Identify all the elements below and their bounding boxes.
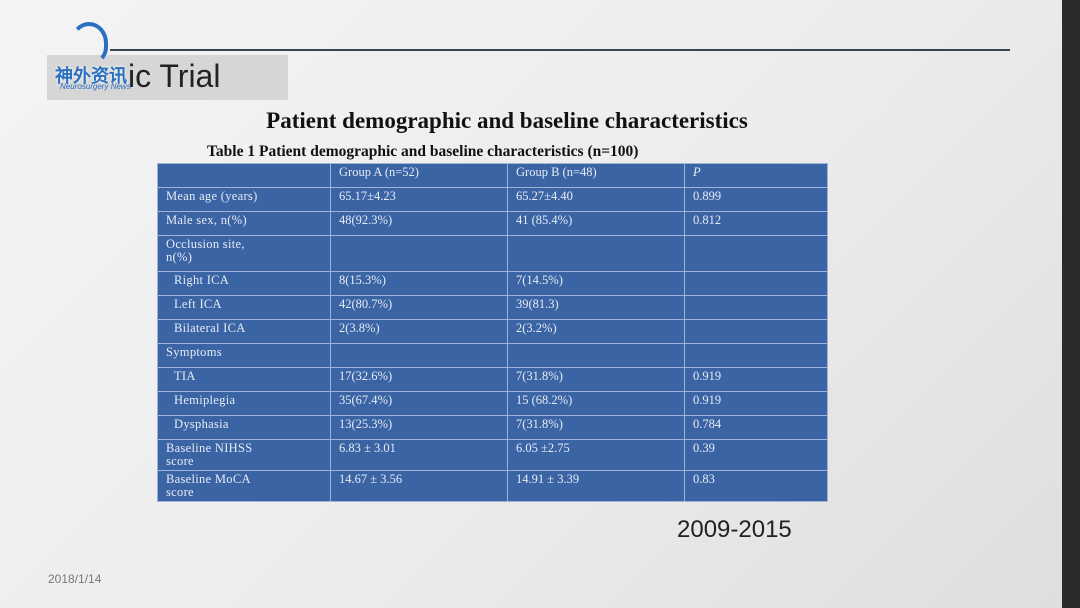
table-cell: [330, 343, 508, 368]
table-cell: 0.812: [684, 211, 828, 236]
table-cell: Male sex, n(%): [157, 211, 331, 236]
table-cell: Hemiplegia: [157, 391, 331, 416]
logo-text: 神外资讯: [55, 66, 127, 87]
top-rule: [110, 49, 1010, 51]
table-cell: Baseline NIHSS score: [157, 439, 331, 471]
table-cell: Mean age (years): [157, 187, 331, 212]
table-row: Baseline NIHSS score 6.83 ± 3.01 6.05 ±2.7…: [157, 439, 828, 471]
table-cell: Dysphasia: [157, 415, 331, 440]
table-cell: Right ICA: [157, 271, 331, 296]
table-cell: 0.919: [684, 391, 828, 416]
table-cell: Occlusion site, n(%): [157, 235, 331, 272]
table: Group A (n=52) Group B (n=48) P Mean age (y…: [157, 163, 828, 502]
table-cell: 14.67 ± 3.56: [330, 470, 508, 502]
table-caption: Table 1 Patient demographic and baseline…: [207, 143, 639, 160]
table-cell: Group B (n=48): [507, 163, 685, 188]
table-cell: Left ICA: [157, 295, 331, 320]
table-cell: 0.83: [684, 470, 828, 502]
table-cell: 41 (85.4%): [507, 211, 685, 236]
table-cell: 39(81.3): [507, 295, 685, 320]
table-cell: 65.17±4.23: [330, 187, 508, 212]
table-cell: [684, 295, 828, 320]
table-cell: 8(15.3%): [330, 271, 508, 296]
table-cell: Group A (n=52): [330, 163, 508, 188]
table-row: Bilateral ICA 2(3.8%) 2(3.2%): [157, 319, 828, 344]
table-cell: [507, 343, 685, 368]
table-row: Male sex, n(%) 48(92.3%) 41 (85.4%) 0.812: [157, 211, 828, 236]
table-cell: 0.919: [684, 367, 828, 392]
table-row: Occlusion site, n(%): [157, 235, 828, 272]
table-cell: 7(31.8%): [507, 367, 685, 392]
table-cell: Baseline MoCA score: [157, 470, 331, 502]
years: 2009-2015: [677, 516, 792, 543]
table-cell: Bilateral ICA: [157, 319, 331, 344]
table-cell: [330, 235, 508, 272]
table-row: Dysphasia 13(25.3%) 7(31.8%) 0.784: [157, 415, 828, 440]
table-cell: [684, 343, 828, 368]
header-row: Group A (n=52) Group B (n=48) P: [157, 163, 828, 188]
table-cell: Symptoms: [157, 343, 331, 368]
table-body: Group A (n=52) Group B (n=48) P Mean age (y…: [157, 163, 828, 502]
table-cell: 42(80.7%): [330, 295, 508, 320]
table-cell: 2(3.8%): [330, 319, 508, 344]
table-row: Hemiplegia 35(67.4%) 15 (68.2%) 0.919: [157, 391, 828, 416]
table-cell: 2(3.2%): [507, 319, 685, 344]
table-row: Mean age (years) 65.17±4.23 65.27±4.40 0.89…: [157, 187, 828, 212]
table-row: Baseline MoCA score 14.67 ± 3.56 14.91 ± 3…: [157, 470, 828, 502]
table-cell: 7(14.5%): [507, 271, 685, 296]
table-cell: 13(25.3%): [330, 415, 508, 440]
table-cell: 17(32.6%): [330, 367, 508, 392]
table-row: Symptoms: [157, 343, 828, 368]
table-row: Left ICA 42(80.7%) 39(81.3): [157, 295, 828, 320]
table-cell: 0.39: [684, 439, 828, 471]
table-cell: 7(31.8%): [507, 415, 685, 440]
table-cell: [684, 319, 828, 344]
table-row: Right ICA 8(15.3%) 7(14.5%): [157, 271, 828, 296]
slide-title: ic Trial: [128, 58, 221, 94]
logo-mark: [70, 22, 108, 64]
heading: Patient demographic and baseline charact…: [266, 108, 748, 133]
table-cell: 14.91 ± 3.39: [507, 470, 685, 502]
logo-subtext: Neurosurgery News: [60, 82, 131, 91]
table-cell: TIA: [157, 367, 331, 392]
table-cell: 35(67.4%): [330, 391, 508, 416]
table-cell: [157, 163, 331, 188]
screen-edge: [1062, 0, 1080, 608]
table-cell: [507, 235, 685, 272]
table-cell: 48(92.3%): [330, 211, 508, 236]
table-cell: [684, 235, 828, 272]
table-cell: 6.05 ±2.75: [507, 439, 685, 471]
table-cell: 0.784: [684, 415, 828, 440]
table-cell: 0.899: [684, 187, 828, 212]
table-cell: 65.27±4.40: [507, 187, 685, 212]
date: 2018/1/14: [48, 572, 102, 586]
table-cell: 6.83 ± 3.01: [330, 439, 508, 471]
table-cell: 15 (68.2%): [507, 391, 685, 416]
table-cell: [684, 271, 828, 296]
table-cell: P: [684, 163, 828, 188]
table-row: TIA 17(32.6%) 7(31.8%) 0.919: [157, 367, 828, 392]
